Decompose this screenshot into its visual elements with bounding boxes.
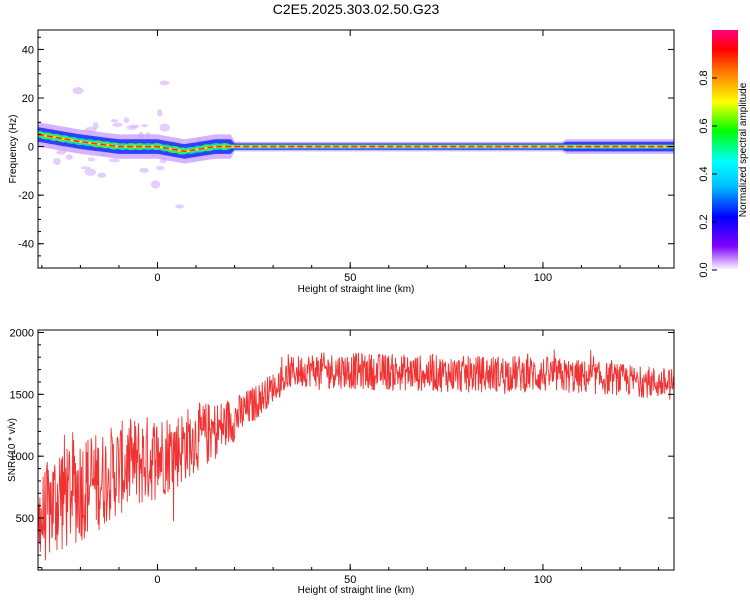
spectral-speckle xyxy=(53,158,61,166)
spectral-speckle xyxy=(123,117,130,123)
spectral-speckle xyxy=(139,167,149,173)
colorbar-label: Normalized spectral amplitude xyxy=(738,82,749,217)
spectrogram-ticks: 0 50 100 -40 -20 0 20 40 xyxy=(18,30,674,284)
spectral-ridge xyxy=(38,133,674,153)
spectral-speckle xyxy=(109,158,120,163)
snr-y-tick-label: 500 xyxy=(16,513,34,525)
spectrogram-frame xyxy=(37,29,675,269)
snr-y-tick-label: 1000 xyxy=(10,451,34,463)
spectral-speckle xyxy=(157,109,163,117)
spectral-speckle xyxy=(72,87,84,95)
spectral-speckle xyxy=(159,80,170,86)
snr-y-tick-label: 1500 xyxy=(10,389,34,401)
snr-frame xyxy=(37,329,675,571)
spectral-speckle xyxy=(155,166,165,171)
spectral-speckle xyxy=(150,180,161,189)
spectral-speckle xyxy=(87,157,96,162)
spectrogram-plot-area xyxy=(38,80,674,209)
colorbar-tick-label: 0.4 xyxy=(698,166,710,181)
spectral-speckle xyxy=(159,123,170,132)
colorbar-tick-label: 0.0 xyxy=(698,262,710,277)
snr-y-tick-label: 2000 xyxy=(10,327,34,339)
colorbar-ticks: 0.0 0.2 0.4 0.6 0.8 xyxy=(698,70,717,278)
colorbar: 0.0 0.2 0.4 0.6 0.8 Normalized spectral ampl… xyxy=(698,30,749,278)
colorbar-tick-label: 0.6 xyxy=(698,118,710,133)
spectral-speckle xyxy=(110,119,119,123)
spectral-speckle xyxy=(141,124,148,128)
spectrogram-x-tick-label: 50 xyxy=(344,272,356,284)
snr-x-label: Height of straight line (km) xyxy=(298,585,415,596)
spectrogram-y-tick-label: 40 xyxy=(22,44,34,56)
snr-series-line xyxy=(38,349,674,561)
spectral-speckle xyxy=(56,149,67,155)
spectrogram-y-tick-label: -20 xyxy=(18,190,34,202)
snr-x-tick-label: 50 xyxy=(344,574,356,586)
spectrogram-x-label: Height of straight line (km) xyxy=(298,284,415,295)
spectral-speckle xyxy=(80,166,91,170)
spectral-speckle xyxy=(126,125,137,130)
spectral-speckle xyxy=(84,168,96,176)
spectrogram-y-label: Frequency (Hz) xyxy=(8,115,19,184)
spectral-speckle xyxy=(97,172,107,178)
snr-ticks: 0 50 100 500 1000 1500 2000 xyxy=(10,327,674,586)
colorbar-tick-label: 0.8 xyxy=(698,70,710,85)
colorbar-tick-label: 0.2 xyxy=(698,214,710,229)
snr-x-tick-label: 0 xyxy=(154,574,160,586)
snr-plot-area xyxy=(38,349,674,561)
snr-y-label: SNR (10 * v/v) xyxy=(7,418,18,482)
snr-x-tick-label: 100 xyxy=(534,574,552,586)
spectral-speckle xyxy=(65,154,73,160)
spectrogram-x-tick-label: 0 xyxy=(154,272,160,284)
spectrogram-x-tick-label: 100 xyxy=(534,272,552,284)
colorbar-gradient xyxy=(712,30,738,270)
spectrogram-y-tick-label: -40 xyxy=(18,239,34,251)
spectrogram-y-tick-label: 0 xyxy=(28,142,34,154)
spectrogram-panel: 0 50 100 -40 -20 0 20 40 Height of straight lin… xyxy=(8,29,675,295)
spectral-speckle xyxy=(112,122,123,128)
spectral-speckle xyxy=(175,204,184,209)
spectral-speckle xyxy=(92,122,99,130)
snr-panel: 0 50 100 500 1000 1500 2000 Height of straight… xyxy=(7,327,675,596)
figure-title: C2E5.2025.303.02.50.G23 xyxy=(273,1,440,17)
spectrogram-y-tick-label: 20 xyxy=(22,93,34,105)
